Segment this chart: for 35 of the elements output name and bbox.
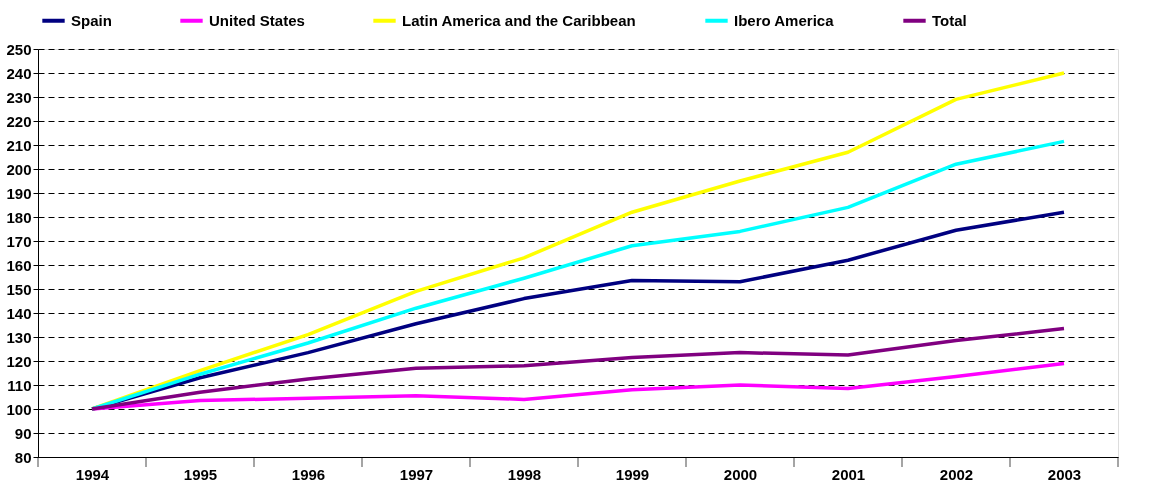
y-tick-label: 180 [6,208,32,226]
y-tick-label: 160 [6,256,32,274]
y-tick-label: 120 [6,352,32,370]
x-tick-label: 1999 [615,465,650,483]
y-tick-label: 250 [6,40,32,58]
y-tick-label: 230 [6,88,32,106]
legend-label: Ibero America [734,11,835,29]
legend-label: Total [932,11,967,29]
y-tick-label: 200 [6,160,32,178]
legend-label: Spain [71,11,112,29]
y-tick-label: 130 [6,328,32,346]
legend-label: United States [209,11,305,29]
y-tick-label: 110 [7,376,32,394]
legend-label: Latin America and the Caribbean [402,11,636,29]
x-tick-label: 2003 [1047,465,1082,483]
y-tick-label: 90 [14,424,32,442]
line-series [90,326,1066,411]
y-tick-label: 210 [6,136,32,154]
x-tick-label: 2000 [723,465,758,483]
y-tick-label: 80 [14,448,32,466]
line-series [90,71,1066,411]
x-tick-label: 1994 [75,465,110,483]
x-tick-label: 1996 [291,465,326,483]
y-tick-label: 150 [6,280,32,298]
x-tick-label: 1995 [183,465,218,483]
y-tick-label: 100 [6,400,32,418]
x-tick-label: 1997 [399,465,434,483]
y-tick-label: 220 [6,112,32,130]
x-tick-label: 2001 [831,465,866,483]
y-tick-label: 190 [6,184,32,202]
y-tick-label: 240 [6,64,32,82]
x-tick-label: 2002 [939,465,974,483]
y-tick-label: 170 [6,232,32,250]
y-tick-label: 140 [6,304,32,322]
x-tick-label: 1998 [507,465,542,483]
